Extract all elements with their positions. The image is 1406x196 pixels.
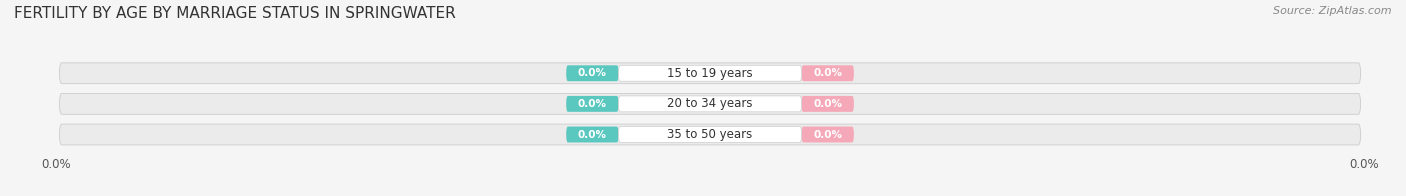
Text: 20 to 34 years: 20 to 34 years	[668, 97, 752, 110]
Text: FERTILITY BY AGE BY MARRIAGE STATUS IN SPRINGWATER: FERTILITY BY AGE BY MARRIAGE STATUS IN S…	[14, 6, 456, 21]
Text: 0.0%: 0.0%	[813, 68, 842, 78]
FancyBboxPatch shape	[801, 96, 853, 112]
FancyBboxPatch shape	[59, 124, 1361, 145]
FancyBboxPatch shape	[59, 63, 1361, 84]
Text: 0.0%: 0.0%	[813, 99, 842, 109]
Text: 0.0%: 0.0%	[578, 68, 607, 78]
FancyBboxPatch shape	[567, 127, 619, 142]
FancyBboxPatch shape	[619, 127, 801, 142]
Legend: Married, Unmarried: Married, Unmarried	[623, 191, 797, 196]
Text: 0.0%: 0.0%	[813, 130, 842, 140]
FancyBboxPatch shape	[619, 96, 801, 112]
FancyBboxPatch shape	[619, 65, 801, 81]
FancyBboxPatch shape	[59, 93, 1361, 114]
Text: 35 to 50 years: 35 to 50 years	[668, 128, 752, 141]
Text: 0.0%: 0.0%	[578, 130, 607, 140]
FancyBboxPatch shape	[567, 96, 619, 112]
FancyBboxPatch shape	[567, 65, 619, 81]
FancyBboxPatch shape	[801, 127, 853, 142]
Text: 15 to 19 years: 15 to 19 years	[668, 67, 752, 80]
FancyBboxPatch shape	[801, 65, 853, 81]
Text: Source: ZipAtlas.com: Source: ZipAtlas.com	[1274, 6, 1392, 16]
Text: 0.0%: 0.0%	[578, 99, 607, 109]
